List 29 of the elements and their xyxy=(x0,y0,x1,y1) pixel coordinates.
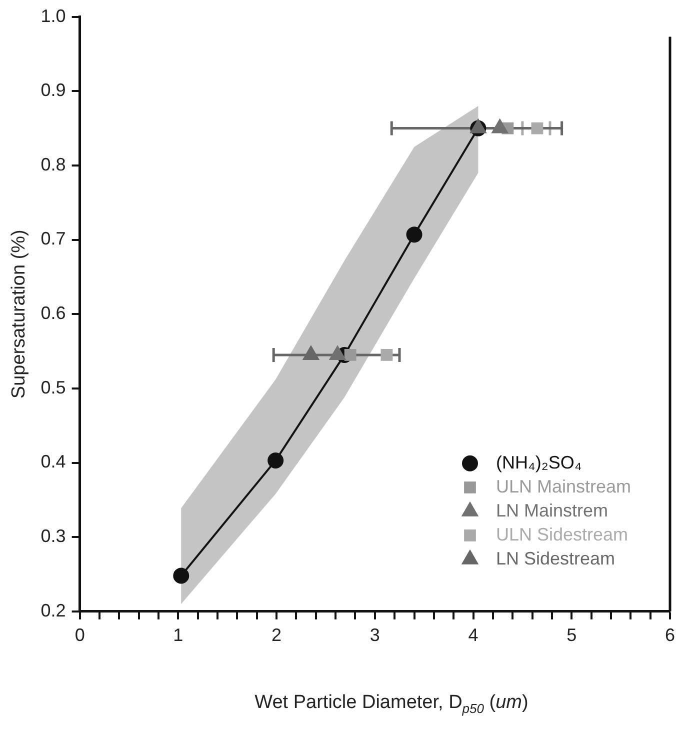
y-tick-label: 0.3 xyxy=(40,526,66,546)
legend-label: ULN Mainstream xyxy=(496,476,632,496)
legend-label: (NH₄)₂SO₄ xyxy=(496,452,582,472)
x-axis-title: Wet Particle Diameter, D$_{p50}$ (um) xyxy=(254,692,530,716)
point xyxy=(531,122,544,134)
y-tick-label: 0.2 xyxy=(40,600,66,620)
y-tick-label: 0.5 xyxy=(40,377,66,398)
x-tick-label: 6 xyxy=(664,625,675,646)
x-tick-label: 0 xyxy=(74,625,85,646)
x-tick-label: 5 xyxy=(566,625,577,646)
y-tick-label: 1.0 xyxy=(40,6,66,26)
legend-label: LN Sidestream xyxy=(496,548,616,568)
point xyxy=(268,452,284,469)
y-tick-label: 0.4 xyxy=(40,452,66,472)
x-tick-label: 4 xyxy=(468,625,478,646)
x-tick-label: 1 xyxy=(173,625,184,646)
point xyxy=(173,568,190,584)
x-tick-label: 2 xyxy=(272,625,282,646)
x-tick-label: 3 xyxy=(370,625,380,646)
y-tick-label: 0.7 xyxy=(40,228,66,249)
y-tick-label: 0.8 xyxy=(40,154,66,174)
legend-label: ULN Sidestream xyxy=(496,524,628,544)
y-tick-label: 0.9 xyxy=(40,80,66,100)
point xyxy=(344,349,356,361)
legend-label: LN Mainstrem xyxy=(496,500,608,520)
y-axis-title: Supersaturation (%) xyxy=(8,230,30,399)
point xyxy=(380,349,393,361)
point xyxy=(406,226,422,243)
y-tick-label: 0.6 xyxy=(40,303,66,324)
